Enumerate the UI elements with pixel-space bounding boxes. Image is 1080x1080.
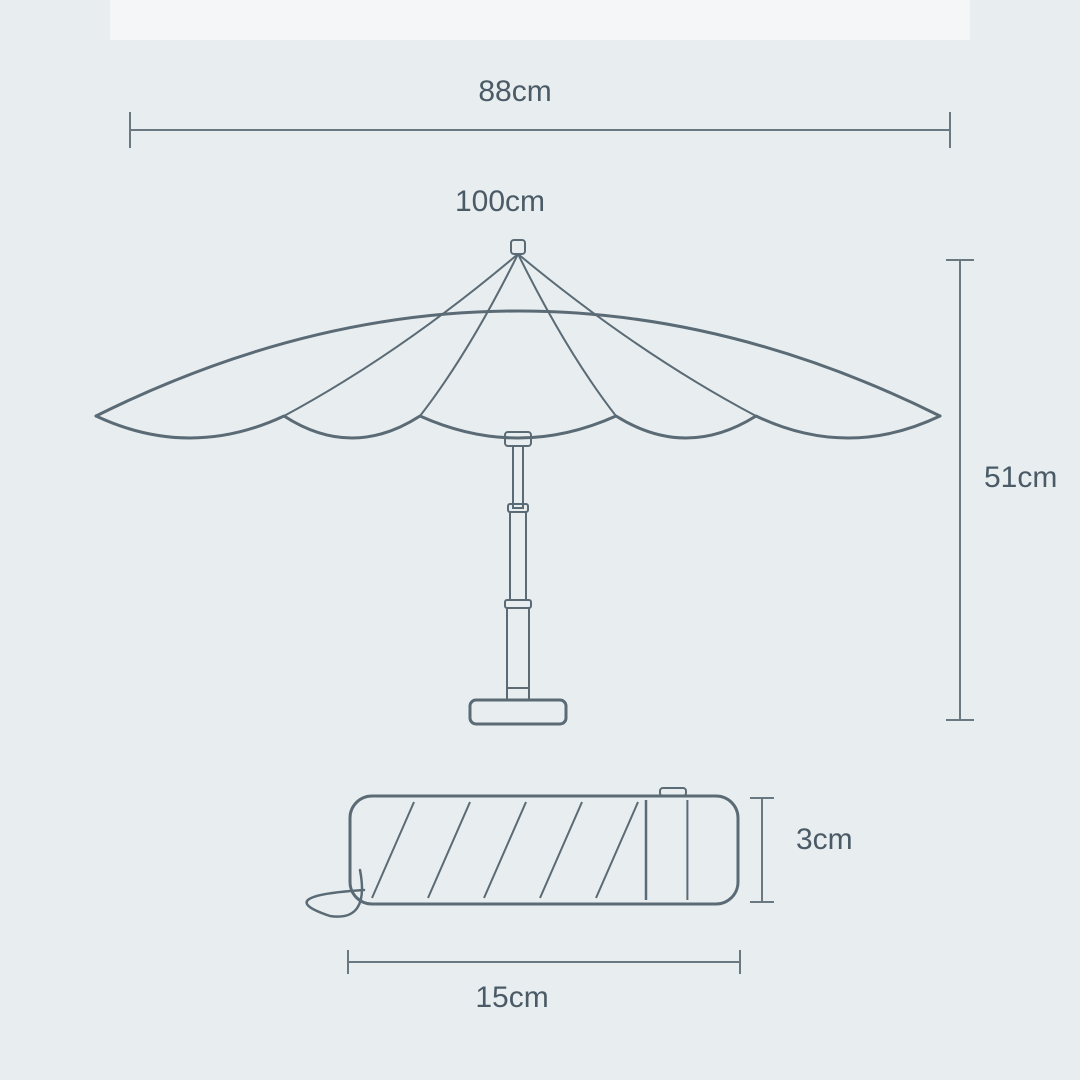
label-fold-h-3: 3cm bbox=[796, 823, 853, 857]
label-span-88: 88cm bbox=[478, 75, 551, 109]
diagram-svg bbox=[0, 0, 1080, 1080]
diagram-stage: 88cm 100cm 51cm 3cm 15cm bbox=[0, 0, 1080, 1080]
label-height-51: 51cm bbox=[984, 461, 1057, 495]
label-fold-w-15: 15cm bbox=[475, 981, 548, 1015]
label-arc-100: 100cm bbox=[455, 185, 545, 219]
